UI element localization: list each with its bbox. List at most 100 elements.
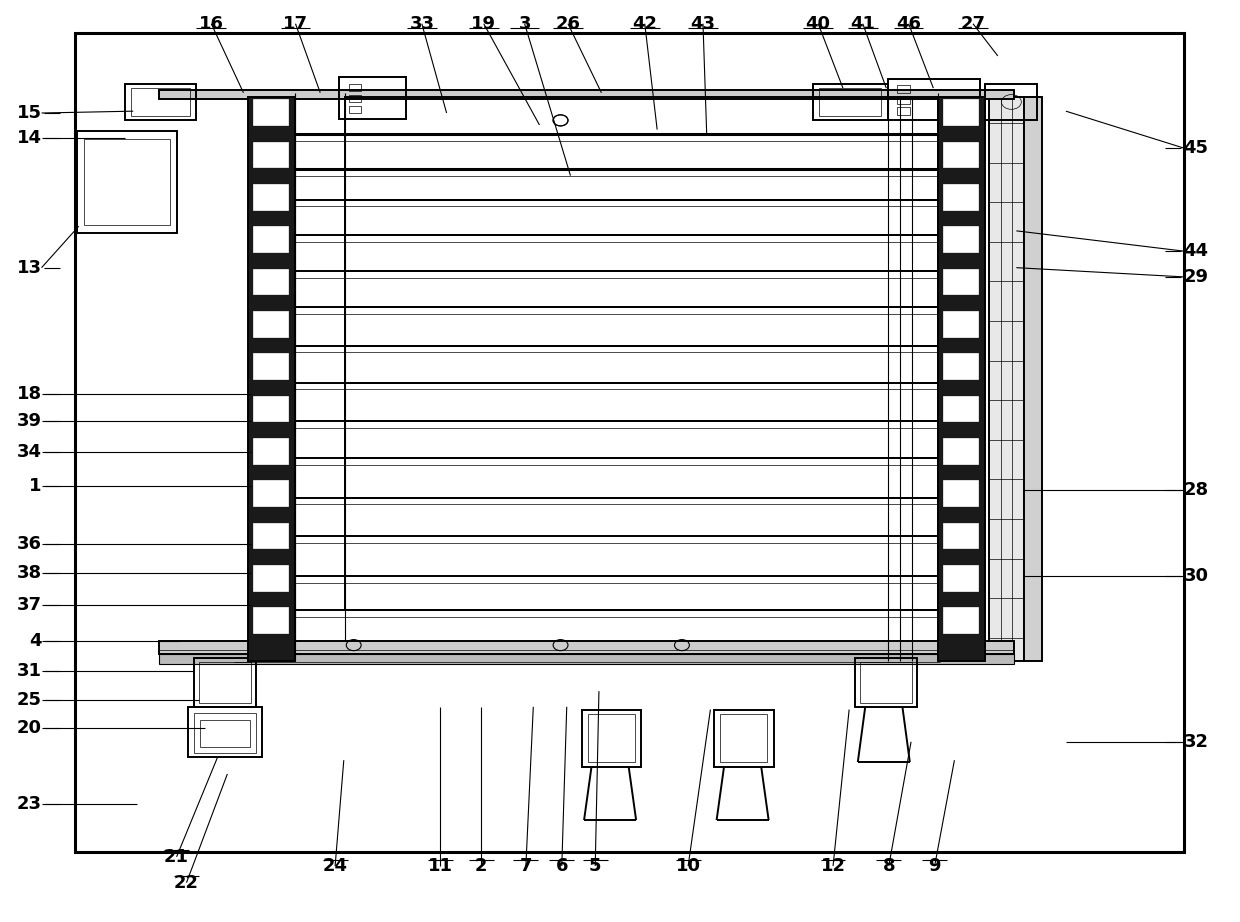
Bar bbox=[193, 658, 255, 707]
Text: 44: 44 bbox=[1183, 242, 1209, 260]
Bar bbox=[253, 268, 288, 294]
Text: 3: 3 bbox=[518, 15, 531, 32]
Bar bbox=[193, 714, 255, 753]
Bar bbox=[253, 183, 288, 209]
Bar bbox=[944, 100, 978, 125]
Text: 24: 24 bbox=[322, 857, 347, 875]
Bar bbox=[253, 438, 288, 464]
Text: 13: 13 bbox=[16, 259, 42, 277]
Text: 12: 12 bbox=[821, 857, 846, 875]
Circle shape bbox=[952, 106, 970, 119]
Text: 19: 19 bbox=[471, 15, 496, 32]
Bar bbox=[253, 142, 288, 167]
Bar bbox=[345, 169, 939, 498]
Text: 30: 30 bbox=[1183, 567, 1209, 585]
Text: 10: 10 bbox=[676, 857, 701, 875]
Bar bbox=[944, 353, 978, 379]
Circle shape bbox=[262, 529, 279, 542]
Bar bbox=[159, 642, 1014, 655]
Bar bbox=[159, 90, 1014, 100]
Circle shape bbox=[952, 148, 970, 160]
Circle shape bbox=[952, 275, 970, 288]
Text: 1: 1 bbox=[29, 477, 42, 495]
Text: 36: 36 bbox=[16, 535, 42, 553]
Bar bbox=[200, 720, 249, 748]
Bar bbox=[944, 396, 978, 421]
Bar bbox=[944, 438, 978, 464]
Text: 6: 6 bbox=[556, 857, 568, 875]
Bar bbox=[1024, 98, 1043, 661]
Text: 5: 5 bbox=[589, 857, 601, 875]
Bar bbox=[944, 226, 978, 252]
Text: 41: 41 bbox=[851, 15, 875, 32]
Bar bbox=[253, 396, 288, 421]
Bar bbox=[944, 183, 978, 209]
Text: 8: 8 bbox=[883, 857, 895, 875]
Bar bbox=[77, 132, 176, 232]
Bar bbox=[944, 142, 978, 167]
Bar bbox=[944, 311, 978, 337]
Circle shape bbox=[952, 572, 970, 585]
Text: 17: 17 bbox=[283, 15, 308, 32]
Bar bbox=[820, 89, 882, 116]
Text: 33: 33 bbox=[409, 15, 434, 32]
Bar bbox=[990, 98, 1024, 661]
Circle shape bbox=[262, 402, 279, 415]
Text: 2: 2 bbox=[475, 857, 487, 875]
Bar bbox=[944, 268, 978, 294]
Bar bbox=[345, 98, 939, 610]
Text: 42: 42 bbox=[632, 15, 657, 32]
Bar bbox=[339, 77, 405, 119]
Text: 14: 14 bbox=[16, 129, 42, 147]
Text: 16: 16 bbox=[198, 15, 223, 32]
Circle shape bbox=[262, 190, 279, 203]
Text: 21: 21 bbox=[164, 848, 188, 866]
Text: 4: 4 bbox=[29, 632, 42, 649]
Circle shape bbox=[952, 360, 970, 372]
Text: 27: 27 bbox=[961, 15, 986, 32]
Circle shape bbox=[262, 487, 279, 500]
Text: 15: 15 bbox=[16, 104, 42, 122]
Bar bbox=[83, 139, 170, 225]
Circle shape bbox=[262, 614, 279, 627]
Bar bbox=[130, 89, 190, 116]
Text: 32: 32 bbox=[1183, 733, 1209, 751]
Bar bbox=[348, 84, 361, 91]
Text: 20: 20 bbox=[16, 719, 42, 737]
Text: 26: 26 bbox=[556, 15, 580, 32]
Bar bbox=[124, 84, 196, 121]
Text: 11: 11 bbox=[428, 857, 453, 875]
Bar bbox=[253, 100, 288, 125]
Bar bbox=[253, 353, 288, 379]
Text: 31: 31 bbox=[16, 662, 42, 680]
Text: 45: 45 bbox=[1183, 139, 1209, 157]
Circle shape bbox=[952, 529, 970, 542]
Circle shape bbox=[262, 275, 279, 288]
Bar bbox=[898, 108, 910, 115]
Bar bbox=[253, 226, 288, 252]
Bar bbox=[348, 106, 361, 113]
Bar bbox=[861, 662, 913, 703]
Bar bbox=[187, 707, 262, 758]
Circle shape bbox=[952, 232, 970, 245]
Circle shape bbox=[262, 148, 279, 160]
Text: 46: 46 bbox=[897, 15, 921, 32]
Text: 18: 18 bbox=[16, 384, 42, 403]
Bar bbox=[856, 658, 918, 707]
Text: 28: 28 bbox=[1183, 481, 1209, 500]
Circle shape bbox=[262, 572, 279, 585]
Bar bbox=[714, 710, 774, 766]
Text: 29: 29 bbox=[1183, 268, 1209, 286]
Bar bbox=[944, 480, 978, 506]
Bar bbox=[348, 95, 361, 102]
Bar bbox=[253, 311, 288, 337]
Bar bbox=[198, 662, 250, 703]
Bar bbox=[582, 710, 641, 766]
Text: 25: 25 bbox=[16, 692, 42, 709]
Bar bbox=[74, 33, 1183, 852]
Bar bbox=[720, 715, 768, 762]
Text: 23: 23 bbox=[16, 796, 42, 813]
Circle shape bbox=[262, 106, 279, 119]
Circle shape bbox=[952, 444, 970, 457]
Bar bbox=[253, 480, 288, 506]
